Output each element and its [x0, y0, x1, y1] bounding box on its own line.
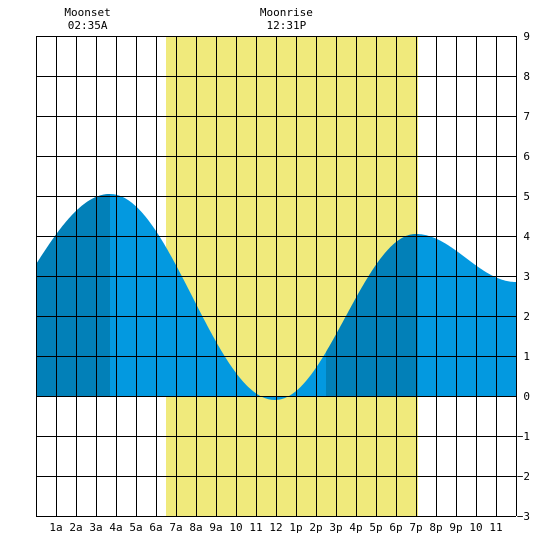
x-tick-label: 4a — [109, 521, 122, 534]
x-tick-label: 12 — [269, 521, 282, 534]
x-tick-label: 11 — [489, 521, 502, 534]
x-tick-label: 11 — [249, 521, 262, 534]
x-tick-label: 9p — [449, 521, 462, 534]
y-tick-label: 0 — [523, 390, 530, 403]
x-tick-label: 8p — [429, 521, 442, 534]
x-tick-label: 3a — [89, 521, 102, 534]
x-tick-label: 5p — [369, 521, 382, 534]
x-tick-label: 1a — [49, 521, 62, 534]
grid-group — [36, 36, 517, 517]
tide-area-night-1 — [36, 194, 110, 396]
y-tick-label: 1 — [523, 350, 530, 363]
y-tick-label: 3 — [523, 270, 530, 283]
y-tick-labels: 9 8 7 6 5 4 3 2 1 0 −1 −2 −3 — [517, 30, 531, 523]
y-tick-label: 5 — [523, 190, 530, 203]
x-tick-label: 2p — [309, 521, 322, 534]
x-tick-label: 3p — [329, 521, 342, 534]
x-tick-label: 7p — [409, 521, 422, 534]
x-tick-label: 5a — [129, 521, 142, 534]
tide-area-night-2 — [326, 234, 418, 396]
x-tick-label: 1p — [289, 521, 302, 534]
y-tick-label: 2 — [523, 310, 530, 323]
y-tick-label: −3 — [517, 510, 530, 523]
x-tick-label: 2a — [69, 521, 82, 534]
y-tick-label: −1 — [517, 430, 530, 443]
y-tick-label: −2 — [517, 470, 530, 483]
x-tick-label: 4p — [349, 521, 362, 534]
y-tick-label: 7 — [523, 110, 530, 123]
x-tick-label: 6a — [149, 521, 162, 534]
x-tick-label: 9a — [209, 521, 222, 534]
moon-event-name: Moonset — [64, 6, 110, 19]
x-tick-labels: 1a 2a 3a 4a 5a 6a 7a 8a 9a 10 11 12 1p 2p 3p 4p 5p 6p 7p 8p… — [49, 521, 502, 534]
y-tick-label: 8 — [523, 70, 530, 83]
moon-event-time: 02:35A — [68, 19, 108, 32]
y-tick-label: 9 — [523, 30, 530, 43]
y-tick-label: 4 — [523, 230, 530, 243]
x-tick-label: 10 — [469, 521, 482, 534]
x-tick-label: 7a — [169, 521, 182, 534]
y-tick-label: 6 — [523, 150, 530, 163]
x-tick-label: 8a — [189, 521, 202, 534]
moon-event-time: 12:31P — [267, 19, 307, 32]
x-tick-label: 10 — [229, 521, 242, 534]
x-tick-label: 6p — [389, 521, 402, 534]
moon-event-name: Moonrise — [260, 6, 313, 19]
